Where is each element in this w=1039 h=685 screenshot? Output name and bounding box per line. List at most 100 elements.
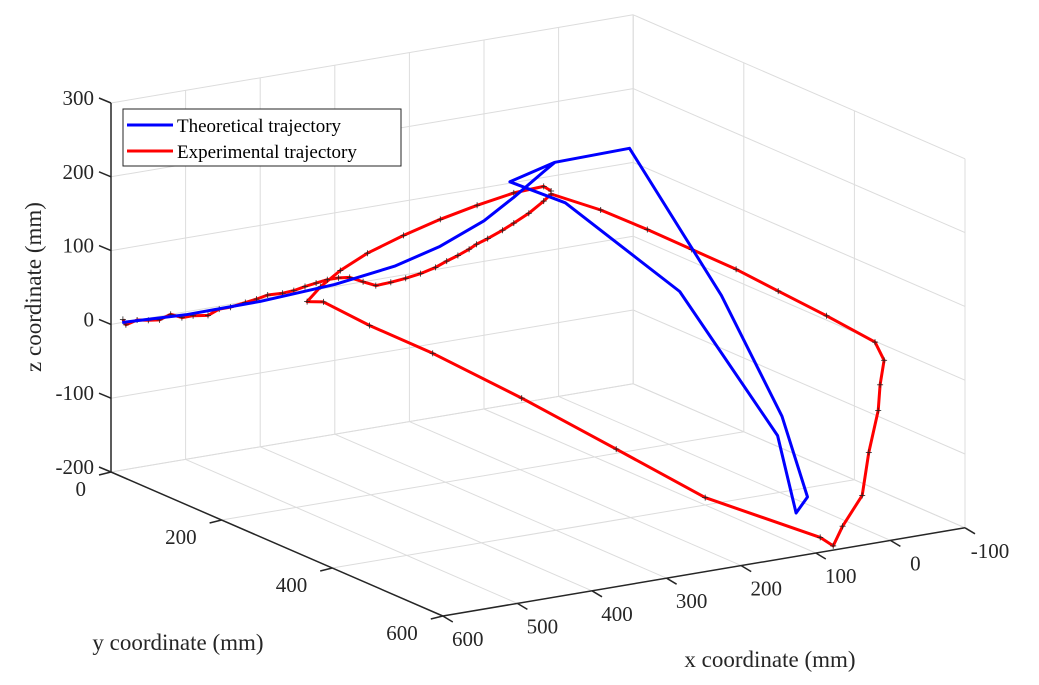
grid-line-x-floor: [633, 383, 966, 529]
experimental-point-marker: [366, 322, 373, 329]
experimental-point-marker: [817, 534, 824, 541]
experimental-point-marker: [304, 298, 311, 305]
experimental-point-marker: [337, 267, 344, 274]
grid-line-y-floor: [332, 479, 855, 569]
experimental-point-marker: [387, 279, 394, 286]
x-tick: [815, 552, 827, 560]
experimental-point-marker: [540, 198, 547, 205]
experimental-point-marker: [402, 275, 409, 282]
x-tick: [442, 615, 454, 623]
z-tick-label: 200: [63, 160, 95, 184]
x-tick-label: 600: [452, 627, 484, 651]
experimental-point-marker: [473, 241, 480, 248]
grid-line-z-back: [110, 161, 634, 252]
experimental-point-marker: [830, 542, 837, 549]
grid-line-x-floor: [409, 421, 742, 567]
experimental-point-marker: [264, 292, 271, 298]
z-tick-label: -200: [56, 455, 95, 479]
z-tick: [98, 318, 112, 326]
experimental-point-marker: [364, 250, 371, 257]
grid-line-z-side: [633, 309, 966, 455]
experimental-point-marker: [518, 395, 525, 402]
x-tick-label: 400: [601, 602, 633, 626]
experimental-point-marker: [474, 202, 481, 209]
experimental-point-marker: [360, 278, 367, 285]
grid-line-x-floor: [334, 433, 667, 579]
x-axis-line: [442, 527, 966, 617]
experimental-point-marker: [324, 276, 331, 283]
grid-line-x-floor: [185, 458, 518, 604]
experimental-point-marker: [510, 189, 517, 196]
experimental-point-marker: [775, 288, 782, 295]
experimental-point-marker: [525, 210, 532, 217]
grid-line-z-side: [633, 235, 966, 381]
experimental-point-marker: [417, 270, 424, 277]
x-tick-label: 0: [910, 551, 921, 575]
legend: Theoretical trajectory Experimental traj…: [122, 108, 402, 167]
x-tick: [591, 590, 603, 598]
grid-line-x-floor: [558, 395, 891, 541]
experimental-point-marker: [400, 232, 407, 239]
experimental-point-marker: [875, 407, 882, 414]
x-tick: [740, 564, 752, 573]
axes-layer: [98, 97, 976, 623]
grid-line-z-back: [110, 14, 634, 104]
series-layer: [119, 146, 888, 549]
y-tick: [430, 615, 443, 620]
experimental-point-marker: [702, 494, 709, 501]
experimental-point-marker: [823, 312, 830, 319]
legend-label-theoretical: Theoretical trajectory: [177, 116, 342, 137]
x-tick-label: -100: [971, 539, 1010, 563]
x-tick-label: 300: [676, 589, 708, 613]
z-tick-label: 300: [63, 86, 95, 110]
y-tick-label: 200: [165, 525, 197, 549]
series-theoretical-line: [122, 146, 809, 515]
y-tick-label: 0: [76, 477, 87, 501]
z-tick: [98, 171, 112, 178]
y-axis-title: y coordinate (mm): [92, 630, 263, 655]
experimental-point-marker: [432, 264, 439, 271]
grid-line-z-side: [633, 161, 966, 307]
experimental-point-marker: [733, 266, 740, 273]
grid-layer: [110, 14, 966, 617]
grid-line-z-back: [110, 309, 634, 399]
experimental-point-marker: [540, 183, 547, 190]
x-axis-title: x coordinate (mm): [684, 647, 855, 672]
grid-line-z-side: [633, 88, 966, 234]
experimental-point-marker: [454, 252, 461, 259]
z-tick-label: -100: [56, 381, 95, 405]
experimental-point-marker: [205, 312, 211, 319]
experimental-point-marker: [877, 381, 884, 388]
experimental-point-marker: [437, 216, 444, 223]
experimental-point-marker: [372, 282, 379, 289]
z-axis-title: z coordinate (mm): [21, 202, 46, 372]
z-tick: [98, 392, 112, 399]
z-tick: [98, 244, 112, 252]
x-tick: [890, 539, 901, 548]
x-tick-label: 200: [750, 577, 782, 601]
z-tick: [98, 97, 112, 104]
experimental-point-marker: [597, 207, 604, 213]
experimental-point-marker: [613, 446, 620, 453]
experimental-point-marker: [510, 220, 517, 227]
experimental-point-marker: [484, 235, 491, 242]
experimental-point-marker: [872, 339, 878, 346]
y-tick: [209, 519, 222, 524]
grid-line-z-back: [110, 235, 634, 325]
legend-box: [122, 108, 402, 167]
experimental-point-marker: [865, 449, 872, 456]
y-tick-label: 400: [276, 573, 308, 597]
experimental-point-marker: [313, 280, 320, 287]
experimental-point-marker: [548, 188, 555, 194]
z-tick-label: 0: [84, 307, 95, 331]
experimental-point-marker: [644, 226, 651, 233]
z-tick: [98, 466, 112, 473]
grid-line-z-side: [633, 14, 966, 160]
experimental-point-marker: [499, 227, 506, 234]
experimental-point-marker: [320, 298, 327, 305]
grid-line-y-floor: [110, 383, 634, 473]
x-tick: [666, 577, 677, 585]
y-axis-line: [110, 471, 444, 617]
